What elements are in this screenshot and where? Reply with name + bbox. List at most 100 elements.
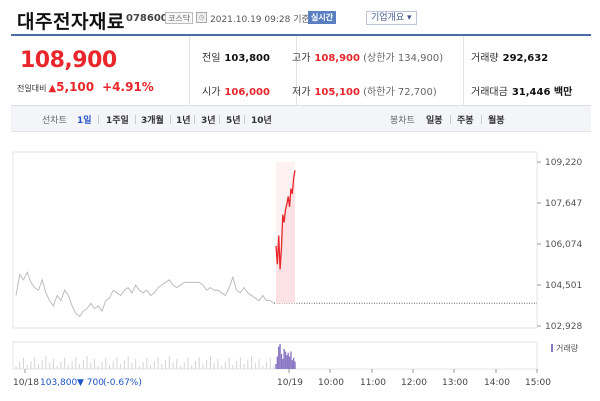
price-chart[interactable]: 109,220 107,647 106,074 104,501 102,928 10/1… xyxy=(0,132,600,401)
volume-bar xyxy=(290,351,292,369)
volume-legend: 거래량 xyxy=(551,343,579,353)
volume-bar xyxy=(19,362,21,369)
divider xyxy=(189,36,190,106)
volume-bar xyxy=(217,359,219,369)
period-10y[interactable]: 10년 xyxy=(251,116,272,126)
volume-bar xyxy=(112,361,114,369)
volume-bar xyxy=(275,364,277,369)
volume-bar xyxy=(15,366,17,369)
lower-limit: (하한가 72,700) xyxy=(363,87,437,98)
separator xyxy=(450,115,451,124)
volume-bar xyxy=(168,356,170,369)
change-label: 전일대비 xyxy=(17,84,47,93)
volume-bar xyxy=(90,363,92,369)
volume-bar xyxy=(228,358,230,369)
volume-bar xyxy=(26,365,28,369)
plot-frame xyxy=(12,151,538,329)
volume-bar xyxy=(284,351,287,369)
separator xyxy=(481,115,482,124)
volume-bar xyxy=(60,362,62,369)
high-label: 고가 xyxy=(292,53,311,64)
volume-bar xyxy=(97,366,99,369)
volume-bar xyxy=(79,364,81,369)
period-1y[interactable]: 1년 xyxy=(176,116,191,126)
volume-bar xyxy=(187,358,189,369)
amount-label: 거래대금 xyxy=(471,87,508,98)
up-arrow-icon: ▲ xyxy=(48,83,57,94)
volume-bar xyxy=(37,364,39,369)
period-1d[interactable]: 1일 xyxy=(77,116,92,126)
volume-bar xyxy=(138,366,140,369)
change-rate: +4.91% xyxy=(102,80,154,94)
volume-bar xyxy=(287,352,289,369)
period-1w[interactable]: 1주일 xyxy=(106,116,129,126)
separator xyxy=(244,115,245,124)
period-5y[interactable]: 5년 xyxy=(226,116,241,126)
volume-bar xyxy=(86,356,88,369)
volume-bar xyxy=(127,356,129,369)
volume-bar xyxy=(262,366,264,369)
stock-header: 대주전자재료 078600 코스닥 ◷ 2021.10.19 09:28 기준(… xyxy=(0,0,600,34)
volume-bar xyxy=(157,357,159,369)
volume-bar xyxy=(123,360,125,369)
open-label: 시가 xyxy=(202,87,221,98)
candle-monthly[interactable]: 월봉 xyxy=(488,116,505,126)
candle-daily[interactable]: 일봉 xyxy=(426,116,443,126)
period-3m[interactable]: 3개월 xyxy=(141,116,164,126)
volume-bar xyxy=(101,362,103,369)
volume-bar xyxy=(105,358,107,369)
amount-value: 31,446 백만 xyxy=(511,87,573,98)
x-tick-label: 15:00 xyxy=(525,378,551,388)
candle-weekly[interactable]: 주봉 xyxy=(457,116,474,126)
prev-close-value: 103,800 xyxy=(224,53,270,64)
upper-limit-label: 상한가 xyxy=(367,53,395,64)
chart-grid xyxy=(12,151,538,370)
price-summary: 108,900 전일대비 ▲5,100 +4.91% 전일 103,800 시가 106… xyxy=(11,34,591,106)
volume-bar xyxy=(82,360,84,369)
volume-bar xyxy=(209,356,211,369)
price-area xyxy=(276,162,295,304)
volume-bar xyxy=(41,360,43,369)
market-badge: 코스닥 xyxy=(165,12,194,24)
quote-datetime: 2021.10.19 09:28 기준(장중) xyxy=(210,15,334,25)
volume-bar xyxy=(286,355,288,369)
volume-bar xyxy=(172,363,174,369)
volume-bar xyxy=(176,359,178,369)
period-3y[interactable]: 3년 xyxy=(201,116,216,126)
volume-bar xyxy=(45,356,47,369)
volume-bar xyxy=(279,344,281,369)
volume-bar xyxy=(67,365,69,369)
volume-bar xyxy=(280,354,283,369)
current-price: 108,900 xyxy=(20,48,117,73)
volume-bar xyxy=(153,361,155,369)
volume-legend-swatch xyxy=(551,344,553,352)
volume: 거래량 292,632 xyxy=(471,49,548,64)
volume-legend-label: 거래량 xyxy=(556,343,579,353)
volume-bar xyxy=(276,356,279,369)
volume-bar xyxy=(221,366,223,369)
company-overview-button[interactable]: 기업개요 ▾ xyxy=(366,11,417,25)
high-value: 108,900 xyxy=(314,53,360,64)
stock-code: 078600 xyxy=(126,13,168,24)
volume-bar xyxy=(131,363,133,369)
prev-day-change: ▼ 700 xyxy=(77,378,104,388)
volume-bar xyxy=(254,363,256,369)
volume-bar xyxy=(49,363,51,369)
x-tick-label: 10/19 xyxy=(277,378,303,388)
volume-bar xyxy=(180,366,182,369)
volume-bar xyxy=(213,363,215,369)
realtime-button[interactable]: 실시간 xyxy=(308,11,337,24)
x-tick-label: 10/18 xyxy=(13,378,39,388)
volume-bar xyxy=(292,357,295,369)
clock-icon: ◷ xyxy=(196,12,207,23)
y-tick-label: 104,501 xyxy=(545,281,582,291)
volume-bar xyxy=(34,357,36,369)
volume-bar xyxy=(56,366,58,369)
upper-limit-value: 134,900 xyxy=(397,53,440,64)
y-tick-label: 102,928 xyxy=(545,322,582,332)
volume-bar xyxy=(288,356,291,369)
x-axis: 10/18 10/19 10:00 11:00 12:00 13:00 14:00 15:00 xyxy=(13,369,551,388)
lower-limit-label: 하한가 xyxy=(367,87,395,98)
volume-bar xyxy=(266,362,268,369)
